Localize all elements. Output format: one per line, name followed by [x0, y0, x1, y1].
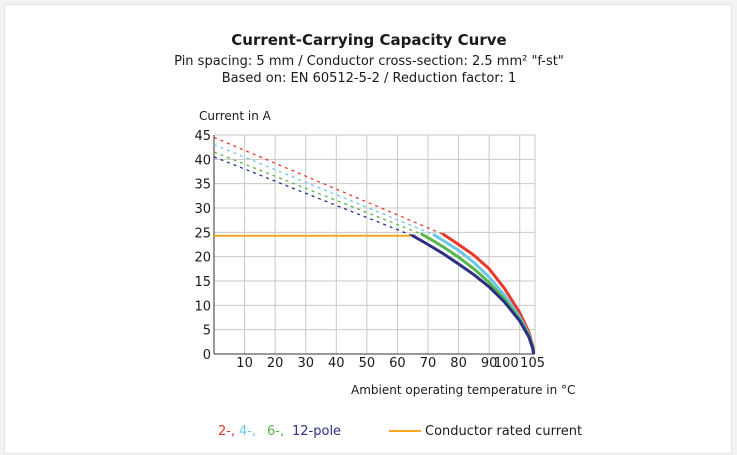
- x-tick-label: 90: [481, 356, 498, 371]
- chart-title: Current-Carrying Capacity Curve: [231, 31, 506, 49]
- chart-subtitle: Based on: EN 60512-5-2 / Reduction facto…: [222, 71, 517, 86]
- y-tick-label: 20: [194, 251, 211, 266]
- x-tick-label: 40: [328, 356, 345, 371]
- y-tick-label: 45: [194, 129, 211, 144]
- y-tick-label: 10: [194, 299, 211, 314]
- chart-subtitle: Pin spacing: 5 mm / Conductor cross-sect…: [174, 54, 564, 69]
- x-tick-label: 20: [267, 356, 284, 371]
- x-tick-label: 30: [297, 356, 314, 371]
- series-12pole-dashed: [213, 156, 413, 237]
- series-2-dashed: [213, 136, 444, 235]
- y-tick-label: 15: [194, 275, 211, 290]
- series-6-dashed: [213, 151, 423, 235]
- chart-panel: Current-Carrying Capacity Curve Pin spaci…: [4, 4, 732, 454]
- x-tick-label: 60: [389, 356, 406, 371]
- x-tick-label: 80: [450, 356, 467, 371]
- x-tick-label: 105: [520, 356, 545, 371]
- x-axis-label: Ambient operating temperature in °C: [351, 383, 575, 397]
- x-tick-label: 50: [359, 356, 376, 371]
- y-tick-label: 30: [194, 202, 211, 217]
- legend-item-2: 2-,: [218, 424, 235, 439]
- legend-item-4: 4-,: [239, 424, 256, 439]
- y-tick-label: 5: [203, 324, 211, 339]
- x-tick-label: 70: [420, 356, 437, 371]
- y-axis-label: Current in A: [199, 109, 272, 123]
- series-12pole-solid: [411, 234, 535, 355]
- legend-item-12pole: 12-pole: [292, 424, 341, 439]
- series-4-dashed: [213, 144, 435, 236]
- y-tick-label: 25: [194, 226, 211, 241]
- y-tick-label: 40: [194, 153, 211, 168]
- x-tick-label: 10: [236, 356, 253, 371]
- current-capacity-chart: Current-Carrying Capacity Curve Pin spaci…: [174, 31, 582, 439]
- y-tick-label: 0: [203, 348, 211, 363]
- legend-rated-current-label: Conductor rated current: [425, 424, 582, 439]
- legend-item-6: 6-,: [267, 424, 284, 439]
- x-tick-label: 100: [494, 356, 519, 371]
- y-tick-label: 35: [194, 178, 211, 193]
